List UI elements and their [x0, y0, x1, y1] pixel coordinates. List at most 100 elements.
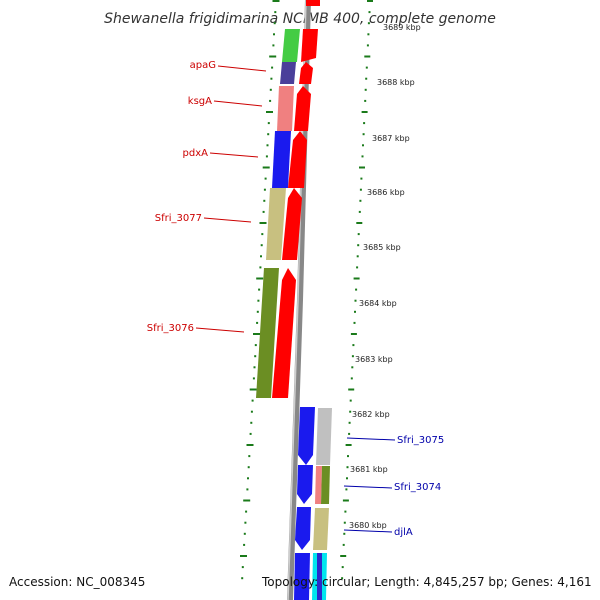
tick-dot — [262, 166, 270, 169]
tick-dot — [271, 66, 274, 69]
leader-line-Sfri_3075 — [346, 437, 396, 441]
tick-dot — [263, 188, 266, 191]
cds-arrow-Sfri_3077 — [282, 188, 302, 260]
leader-line-djlA — [343, 529, 393, 533]
tick-dot — [349, 399, 352, 402]
tick-dot — [272, 0, 280, 2]
tick-dot — [243, 543, 246, 546]
tick-dot — [346, 466, 349, 469]
gene-label-Sfri_3075[interactable]: Sfri_3075 — [397, 435, 444, 446]
gene-block-partial-bottom-edge — [317, 553, 322, 600]
tick-label: 3682 kbp — [352, 410, 390, 419]
tick-dot — [256, 277, 264, 280]
tick-dot — [363, 122, 366, 125]
tick-dot — [259, 266, 262, 269]
tick-dot — [367, 22, 370, 25]
tick-dot — [253, 366, 256, 369]
tick-dot — [362, 133, 365, 136]
gene-label-Sfri_3076[interactable]: Sfri_3076 — [147, 323, 194, 334]
tick-dot — [241, 566, 244, 569]
gene-label-Sfri_3077[interactable]: Sfri_3077 — [155, 213, 202, 224]
tick-dot — [343, 521, 346, 524]
cds-arrow-ksgA — [294, 86, 311, 131]
tick-dot — [361, 111, 368, 113]
tick-label: 3687 kbp — [372, 134, 410, 143]
cds-arrow-Sfri_3074 — [297, 465, 313, 504]
tick-dot — [353, 277, 360, 280]
tick-dot — [364, 88, 367, 91]
topology-text: Topology: circular; Length: 4,845,257 bp… — [261, 575, 592, 589]
tick-dot — [267, 122, 270, 125]
gene-label-apaG[interactable]: apaG — [190, 60, 216, 71]
tick-dot — [340, 555, 347, 557]
tick-dot — [256, 321, 259, 324]
tick-dot — [357, 244, 360, 247]
tick-dot — [345, 488, 348, 491]
tick-dot — [253, 333, 260, 335]
tick-dot — [348, 421, 351, 424]
tick-dot — [360, 177, 363, 180]
tick-dot — [257, 299, 260, 302]
tick-dot — [249, 388, 257, 391]
gene-label-ksgA[interactable]: ksgA — [188, 96, 212, 107]
gene-block-Sfri_3074-b — [321, 466, 330, 504]
tick-label: 3685 kbp — [363, 243, 401, 252]
tick-dots — [240, 0, 373, 580]
tick-dot — [352, 344, 355, 347]
tick-dot — [266, 144, 269, 147]
reverse-gene-labels: Sfri_3075 Sfri_3074 djlA — [343, 435, 444, 538]
gene-label-djlA[interactable]: djlA — [394, 527, 413, 538]
tick-dot — [356, 222, 363, 224]
tick-dot — [245, 510, 248, 513]
tick-dot — [350, 333, 357, 335]
tick-dot — [367, 33, 370, 36]
gene-label-Sfri_3074[interactable]: Sfri_3074 — [394, 482, 441, 493]
tick-dot — [272, 44, 275, 47]
tick-dot — [356, 266, 359, 269]
gene-block-Sfri_3074-a — [315, 466, 322, 504]
tick-dot — [357, 233, 360, 236]
tick-dot — [260, 244, 263, 247]
tick-dot — [264, 177, 267, 180]
tick-dot — [269, 88, 272, 91]
tick-dot — [353, 321, 356, 324]
gene-block-pdxA — [272, 131, 291, 188]
gene-block — [282, 29, 300, 62]
tick-dot — [244, 521, 247, 524]
tick-dot — [254, 344, 257, 347]
tick-dot — [344, 510, 347, 513]
tick-dot — [364, 99, 367, 102]
tick-dot — [258, 288, 261, 291]
tick-label: 3683 kbp — [355, 355, 393, 364]
tick-dot — [355, 288, 358, 291]
tick-dot — [260, 255, 262, 258]
leader-line-Sfri_3074 — [343, 485, 393, 489]
tick-dot — [269, 55, 277, 58]
tick-dot — [365, 66, 368, 69]
tick-dot — [350, 377, 353, 380]
tick-dot — [263, 199, 266, 202]
tick-dot — [345, 444, 352, 446]
tick-dot — [269, 99, 272, 102]
tick-dot — [261, 233, 264, 236]
gene-label-pdxA[interactable]: pdxA — [183, 148, 209, 159]
tick-dot — [247, 477, 249, 480]
cds-arrow-djlA — [295, 507, 311, 550]
tick-label: 3688 kbp — [377, 78, 415, 87]
tick-dot — [259, 222, 267, 224]
tick-dot — [256, 310, 259, 313]
tick-label: 3681 kbp — [350, 465, 388, 474]
tick-dot — [361, 155, 364, 158]
tick-dot — [346, 477, 348, 480]
tick-dot — [252, 377, 255, 380]
tick-dot — [270, 77, 273, 80]
tick-dot — [246, 488, 249, 491]
tick-label: 3684 kbp — [359, 299, 397, 308]
cds-partial-top — [306, 0, 320, 6]
cds-arrow-Sfri_3076 — [272, 268, 296, 398]
cds-arrow-Sfri_3075 — [298, 407, 315, 465]
leader-line-ksgA — [213, 100, 263, 107]
tick-dot — [358, 210, 361, 213]
gene-block-djlA — [313, 508, 329, 550]
gene-block-Sfri_3075 — [316, 408, 332, 465]
